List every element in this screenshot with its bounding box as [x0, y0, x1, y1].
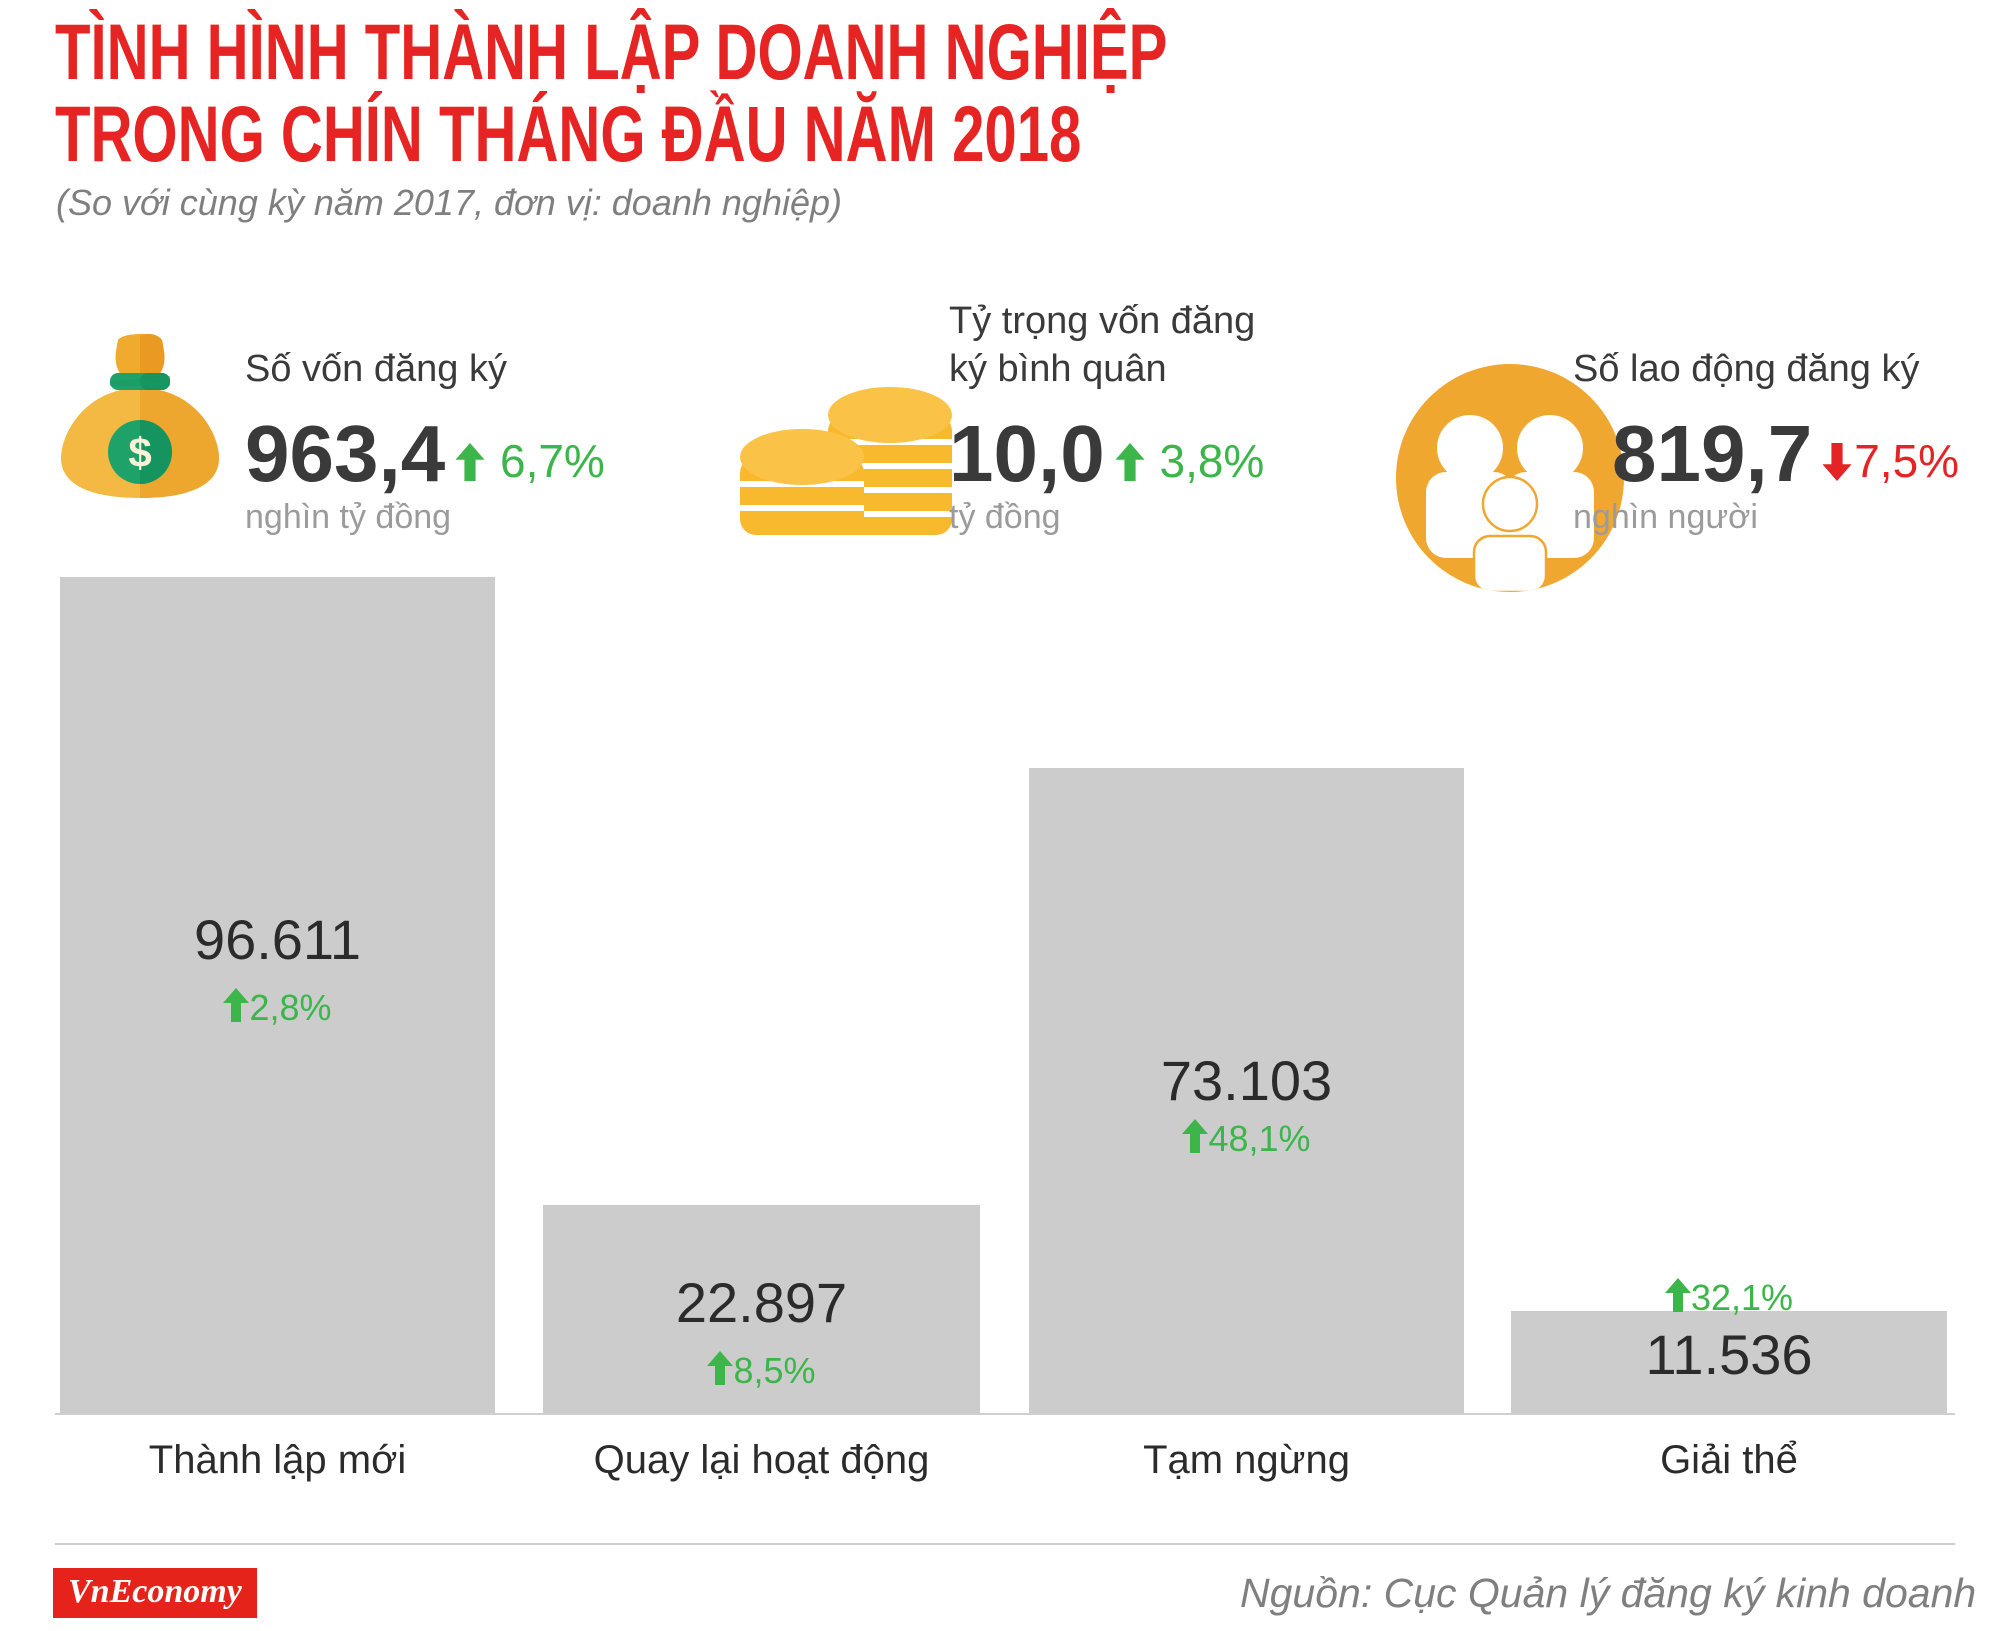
svg-text:$: $ — [128, 429, 151, 476]
